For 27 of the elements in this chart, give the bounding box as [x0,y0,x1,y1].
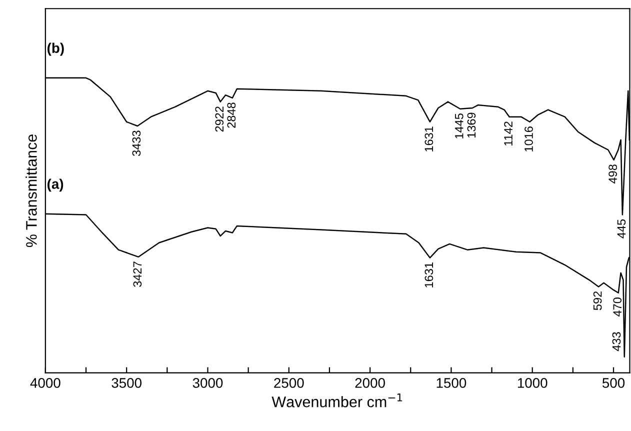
annotation: 433 [612,332,621,352]
x-tick-label: 3000 [192,378,223,388]
annotation: 1016 [524,126,533,152]
annotation: 3433 [132,130,141,156]
series-label: (b) [48,42,64,56]
annotation: 1631 [424,262,434,288]
annotation: 1631 [424,126,434,152]
annotation: 1369 [467,112,476,138]
annotation: 1445 [455,114,464,138]
annotation: 1142 [504,122,512,146]
annotation: 592 [593,291,602,310]
x-axis-title: Wavenumber cm$^{−1}$ [272,394,402,408]
annotation: 470 [613,298,622,316]
x-tick-label: 2000 [355,378,385,388]
annotation: 445 [617,219,626,238]
annotation: 2848 [227,102,236,128]
x-tick-label: 1500 [436,378,466,388]
annotation: 2922 [215,106,224,132]
x-tick-label: 3500 [112,378,142,388]
annotation: 3427 [133,262,142,287]
series-label: (a) [48,178,64,192]
x-tick-label: 4000 [30,378,60,388]
annotation: 498 [608,164,617,184]
y-axis-title: % Transmittance [26,134,37,248]
x-tick-label: 1000 [518,378,548,388]
x-tick-label: 2500 [274,378,304,388]
x-tick-label: 500 [602,378,625,388]
